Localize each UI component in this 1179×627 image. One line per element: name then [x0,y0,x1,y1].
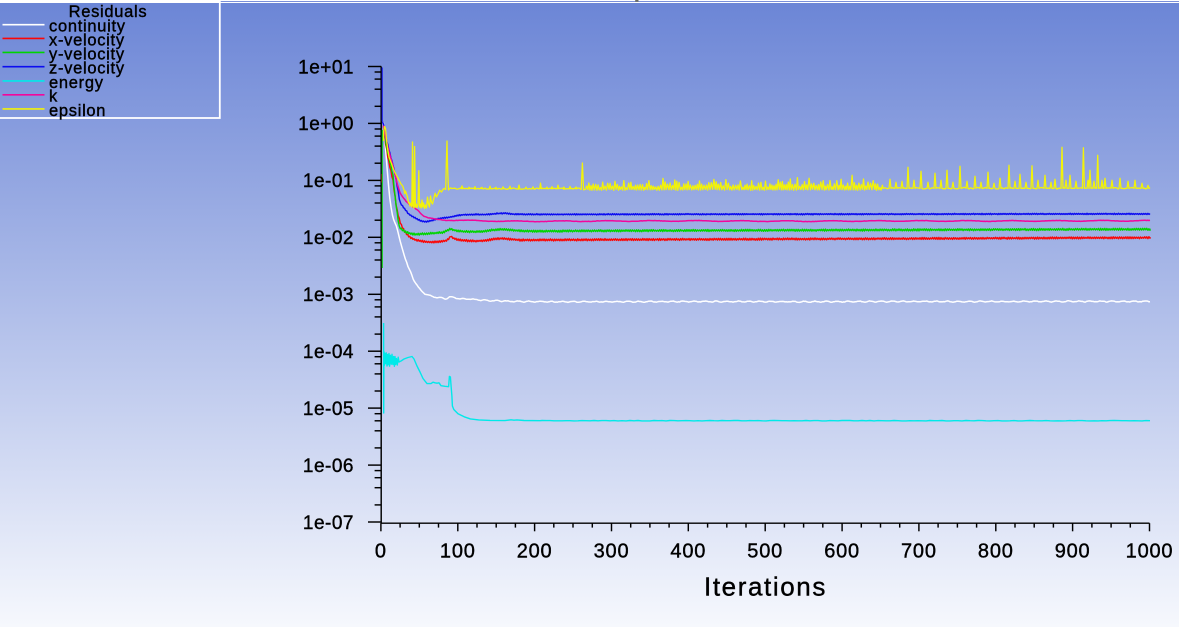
svg-text:1e-02: 1e-02 [303,228,354,249]
svg-text:energy: energy [49,74,104,92]
svg-text:800: 800 [978,541,1014,563]
svg-text:1000: 1000 [1126,541,1174,563]
svg-text:x-velocity: x-velocity [49,31,125,49]
svg-text:0: 0 [375,541,387,563]
svg-text:1e-01: 1e-01 [303,171,354,192]
svg-text:700: 700 [901,541,937,563]
svg-text:1e+00: 1e+00 [298,114,354,135]
svg-text:600: 600 [824,541,860,563]
svg-text:Iterations: Iterations [704,572,827,602]
svg-text:1e-07: 1e-07 [303,513,354,534]
svg-text:1e+01: 1e+01 [298,57,354,78]
svg-text:200: 200 [517,541,553,563]
svg-text:100: 100 [440,541,476,563]
svg-text:400: 400 [670,541,706,563]
svg-text:z-velocity: z-velocity [49,60,125,78]
svg-text:900: 900 [1055,541,1091,563]
svg-text:k: k [49,88,58,106]
svg-text:y-velocity: y-velocity [49,45,125,63]
svg-text:1e-06: 1e-06 [303,456,354,477]
svg-text:continuity: continuity [49,18,126,36]
svg-text:1e-04: 1e-04 [303,342,354,363]
svg-text:Residuals: Residuals [69,3,148,21]
svg-text:1e-03: 1e-03 [303,285,354,306]
svg-text:1e-05: 1e-05 [303,399,354,420]
svg-text:500: 500 [747,541,783,563]
svg-text:300: 300 [594,541,630,563]
svg-text:epsilon: epsilon [49,102,106,120]
